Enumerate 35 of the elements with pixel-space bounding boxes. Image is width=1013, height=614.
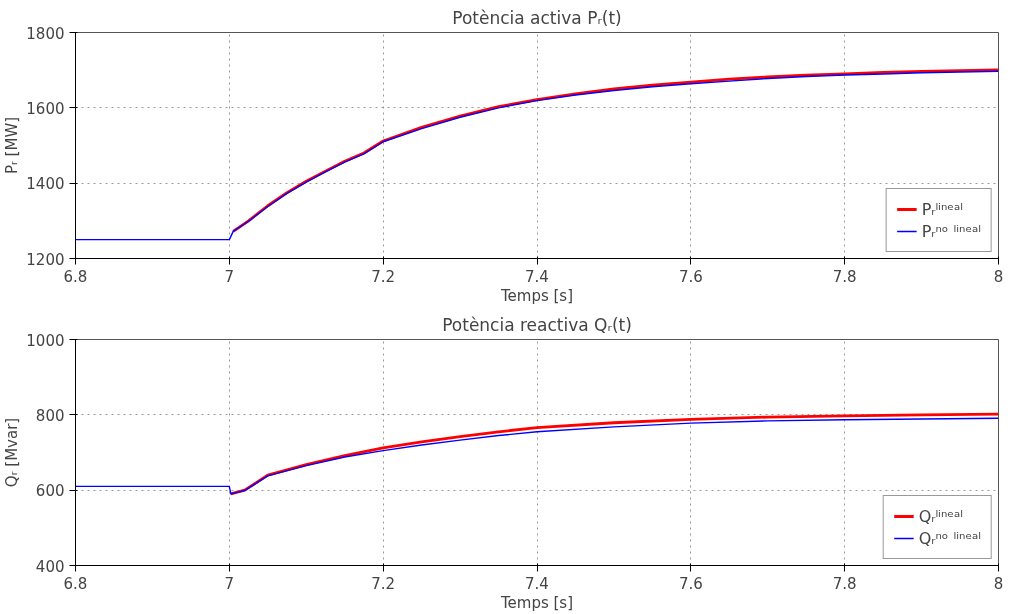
y-tick-label: 1200 (26, 250, 65, 269)
x-tick-label: 8 (993, 267, 1004, 286)
x-tick-label: 7.6 (678, 267, 703, 286)
y-tick-label: 800 (35, 406, 65, 425)
x-tick-label: 7.4 (525, 574, 549, 593)
line-series (75, 417, 999, 495)
y-tick-label: 1800 (26, 24, 65, 43)
x-tick-label: 7 (224, 574, 235, 593)
y-axis-title: Qᵣ [Mvar] (3, 417, 22, 488)
legend-label: Qᵣˡⁱⁿᵉᵃˡ (918, 506, 963, 526)
line-series (75, 70, 999, 241)
y-tick-label: 400 (35, 557, 65, 576)
line-series (229, 412, 999, 496)
x-tick-label: 7.2 (371, 574, 396, 593)
x-tick-label: 7.6 (678, 574, 703, 593)
x-tick-label: 6.8 (63, 267, 88, 286)
y-axis-title: Pᵣ [MW] (3, 116, 22, 175)
x-tick-label: 7.2 (371, 267, 396, 286)
chart-title: Potència reactiva Qᵣ(t) (442, 314, 632, 335)
x-axis-title: Temps [s] (499, 286, 574, 305)
x-tick-label: 7 (224, 267, 235, 286)
chart-title: Potència activa Pᵣ(t) (452, 7, 622, 28)
y-tick-label: 600 (35, 482, 65, 501)
x-tick-label: 7.4 (525, 267, 549, 286)
legend-label: Pᵣˡⁱⁿᵉᵃˡ (921, 199, 963, 219)
x-tick-label: 8 (993, 574, 1004, 593)
y-tick-label: 1000 (26, 331, 65, 350)
x-tick-label: 7.8 (832, 267, 857, 286)
legend-label: Qᵣⁿᵒ ˡⁱⁿᵉᵃˡ (918, 528, 981, 548)
y-tick-label: 1600 (26, 99, 65, 118)
x-tick-label: 6.8 (63, 574, 88, 593)
x-axis-title: Temps [s] (499, 593, 574, 612)
y-tick-label: 1400 (26, 175, 65, 194)
x-tick-label: 7.8 (832, 574, 857, 593)
legend-label: Pᵣⁿᵒ ˡⁱⁿᵉᵃˡ (921, 221, 981, 241)
